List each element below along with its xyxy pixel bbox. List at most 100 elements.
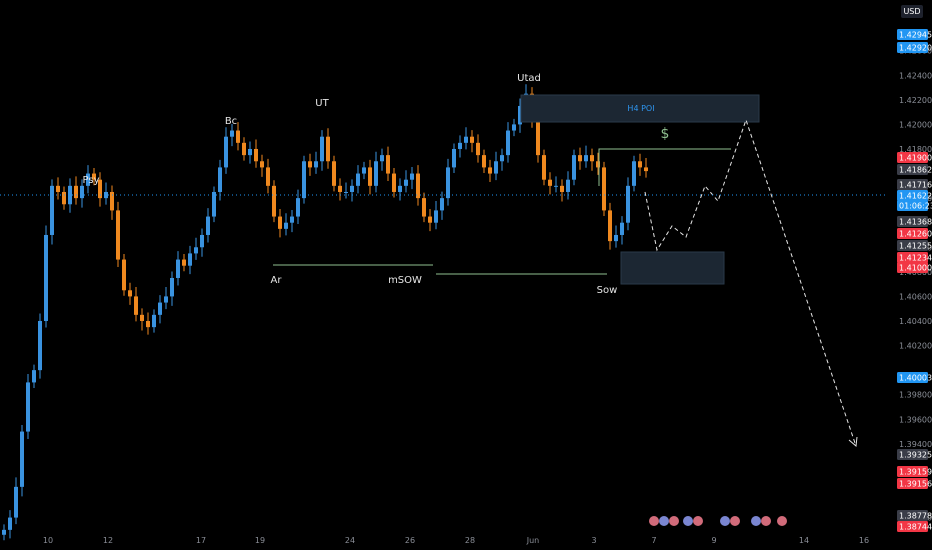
- event-flag-icon[interactable]: [683, 516, 693, 526]
- candle-body: [128, 290, 132, 297]
- candle-body: [176, 259, 180, 278]
- candle-body: [254, 148, 258, 162]
- candle-body: [518, 105, 522, 125]
- candle-body: [470, 136, 474, 143]
- candle-body: [14, 486, 18, 518]
- demand-zone[interactable]: [620, 251, 725, 285]
- event-flag-icon[interactable]: [659, 516, 669, 526]
- price-tag: [897, 42, 928, 53]
- candle-body: [164, 296, 168, 303]
- candle-body: [602, 167, 606, 211]
- price-tag: [897, 372, 928, 383]
- candle-body: [632, 161, 636, 186]
- candle-body: [422, 198, 426, 217]
- x-tick-label: 14: [799, 536, 809, 545]
- candle-body: [50, 185, 54, 235]
- candle-body: [8, 517, 12, 530]
- candle-body: [110, 191, 114, 211]
- y-tick-label: 1.39600: [899, 415, 932, 424]
- candle-body: [158, 302, 162, 315]
- time-axis[interactable]: 10 12 17 19 24 26 28 Jun 3 7 9 14 16: [43, 536, 869, 545]
- candle-body: [206, 216, 210, 235]
- price-tag-label: 1.41862: [899, 166, 932, 175]
- candle-body: [320, 136, 324, 162]
- candle-body: [578, 155, 582, 162]
- currency-badge[interactable]: [901, 5, 923, 18]
- candle-body: [506, 130, 510, 156]
- candles-layer: [2, 84, 648, 541]
- candle-body: [620, 222, 624, 235]
- x-tick-label: 16: [859, 536, 869, 545]
- annotation-ut: UT: [315, 98, 329, 109]
- annotation-utad: Utad: [517, 73, 541, 84]
- candle-body: [590, 155, 594, 162]
- price-tag-label: 1.40003: [899, 374, 932, 383]
- event-flag-icon[interactable]: [730, 516, 740, 526]
- price-tag-label: 1.41900: [899, 154, 932, 163]
- price-tag: [897, 200, 928, 211]
- y-tick-label: 1.40600: [899, 292, 932, 301]
- x-tick-label: 26: [405, 536, 415, 545]
- candle-body: [2, 529, 6, 535]
- x-tick-label: 10: [43, 536, 53, 545]
- candle-body: [638, 161, 642, 168]
- candle-body: [152, 314, 156, 328]
- price-axis[interactable]: 1.426001.424001.422001.420001.418001.414…: [897, 5, 932, 532]
- candle-body: [512, 124, 516, 131]
- candle-body: [374, 161, 378, 186]
- target-line: [598, 148, 731, 186]
- target-dollar: $: [661, 126, 670, 142]
- price-tag: [897, 216, 928, 227]
- price-tag: [897, 152, 928, 163]
- candle-body: [290, 216, 294, 223]
- candle-body: [32, 370, 36, 383]
- price-tag-label: 1.41716: [899, 181, 932, 190]
- candle-body: [446, 167, 450, 199]
- price-tag: [897, 190, 928, 201]
- candle-body: [302, 161, 306, 199]
- candle-body: [236, 130, 240, 143]
- candle-body: [212, 191, 216, 217]
- price-tag-label: 1.38744: [899, 523, 932, 532]
- event-flag-icon[interactable]: [761, 516, 771, 526]
- price-tag-label: 1.38778: [899, 512, 932, 521]
- event-flag-icon[interactable]: [693, 516, 703, 526]
- candle-body: [434, 210, 438, 223]
- candle-body: [218, 167, 222, 192]
- event-flag-icon[interactable]: [751, 516, 761, 526]
- candle-body: [482, 155, 486, 168]
- economic-events[interactable]: [649, 516, 787, 526]
- candle-body: [488, 167, 492, 174]
- candle-body: [356, 173, 360, 186]
- y-tick-label: 1.40200: [899, 342, 932, 351]
- candle-body: [350, 185, 354, 192]
- candle-body: [644, 167, 648, 172]
- price-tag: [897, 510, 928, 521]
- candle-body: [272, 185, 276, 217]
- h4-poi-zone[interactable]: [520, 94, 760, 123]
- candle-body: [260, 161, 264, 168]
- candle-body: [182, 259, 186, 266]
- candle-body: [62, 191, 66, 205]
- price-tag-label: 1.39325: [899, 451, 932, 460]
- event-flag-icon[interactable]: [720, 516, 730, 526]
- candle-body: [392, 173, 396, 192]
- x-tick-label: 3: [591, 536, 596, 545]
- candle-body: [278, 216, 282, 229]
- candle-body: [224, 136, 228, 168]
- candle-body: [572, 155, 576, 180]
- candle-body: [344, 191, 348, 193]
- candle-body: [56, 185, 60, 192]
- h4-poi-label: H4 POI: [627, 104, 654, 113]
- event-flag-icon[interactable]: [669, 516, 679, 526]
- x-tick-label: 12: [103, 536, 113, 545]
- event-flag-icon[interactable]: [649, 516, 659, 526]
- price-tag-label: 1.41622: [899, 192, 932, 201]
- candle-body: [242, 142, 246, 156]
- candle-body: [26, 382, 30, 432]
- price-tag-label: 1.41000: [899, 264, 932, 273]
- candle-body: [314, 161, 318, 168]
- price-tag-label: 01:06:23: [899, 202, 932, 211]
- event-flag-icon[interactable]: [777, 516, 787, 526]
